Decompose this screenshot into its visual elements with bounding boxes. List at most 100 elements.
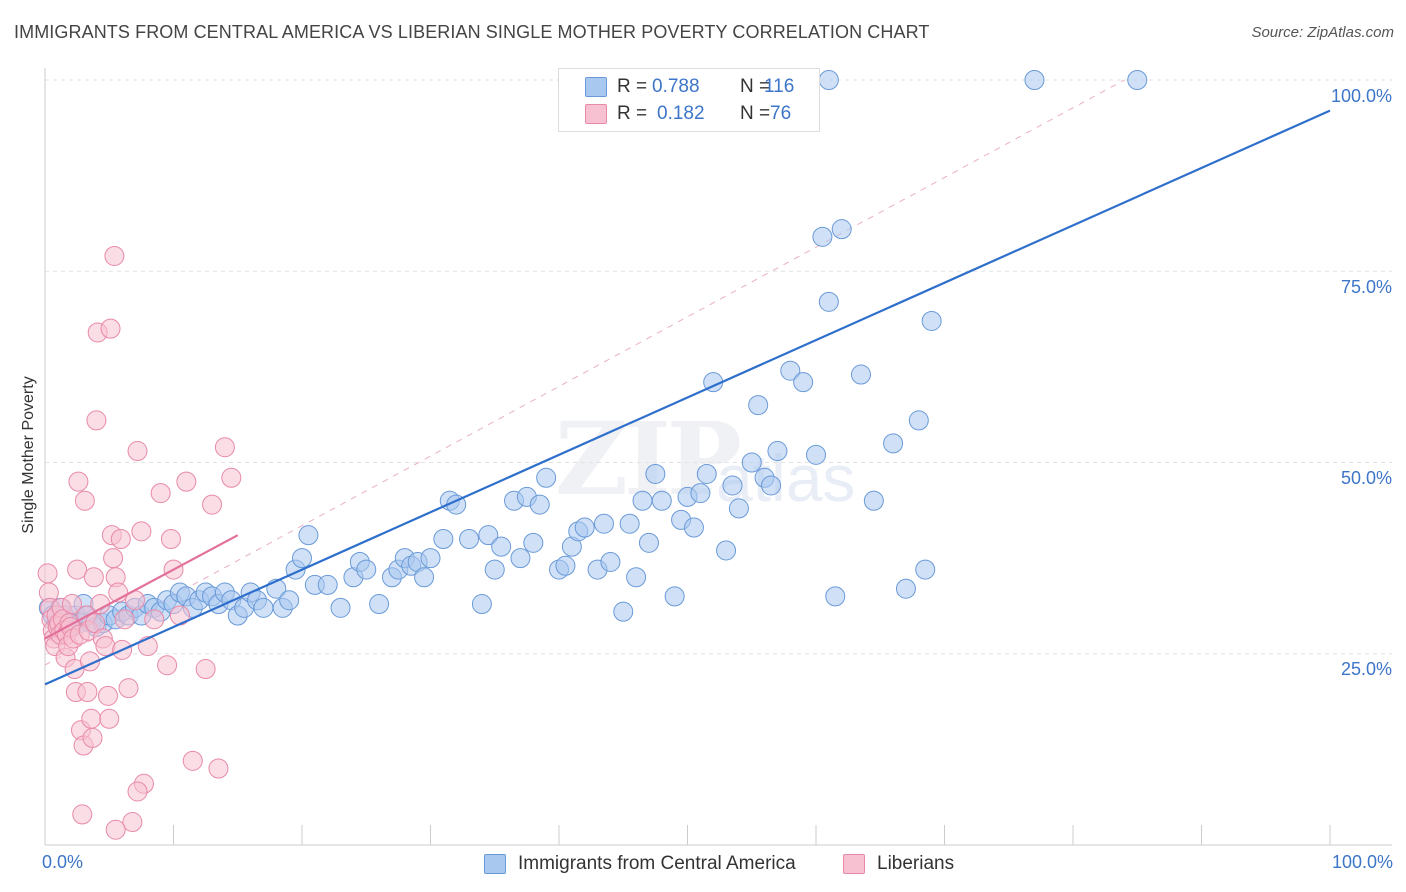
point-immigrants-104	[793, 372, 814, 393]
y-tick-label-75: 75.0%	[1340, 277, 1392, 297]
r-value: 0.182	[657, 103, 705, 124]
point-immigrants-57	[414, 567, 435, 588]
legend-swatch-liberians	[585, 104, 607, 124]
point-liberians-24	[68, 471, 89, 492]
point-immigrants-84	[632, 490, 653, 511]
point-liberians-53	[114, 609, 135, 630]
point-immigrants-118	[1127, 70, 1148, 90]
stats-legend: R = 0.788 N = 116 R = 0.182 N = 76	[558, 68, 820, 132]
point-immigrants-116	[921, 310, 942, 331]
point-immigrants-59	[433, 529, 454, 549]
y-tick-label-25: 25.0%	[1340, 659, 1392, 679]
point-immigrants-50	[356, 559, 377, 580]
point-liberians-35	[82, 727, 103, 748]
legend-swatch-liberians	[843, 854, 865, 874]
point-immigrants-65	[484, 559, 505, 580]
point-liberians-48	[104, 245, 125, 266]
r-label: R =	[617, 103, 648, 124]
point-immigrants-119	[818, 70, 839, 90]
point-immigrants-114	[908, 410, 929, 431]
point-liberians-47	[103, 548, 124, 569]
legend-item-immigrants: Immigrants from Central America	[484, 852, 796, 876]
point-liberians-36	[83, 567, 104, 588]
point-immigrants-98	[741, 452, 762, 473]
point-immigrants-81	[613, 601, 634, 622]
point-immigrants-101	[761, 475, 782, 496]
point-liberians-54	[118, 678, 139, 699]
point-liberians-19	[61, 594, 82, 615]
point-immigrants-62	[459, 529, 480, 549]
x-tick-label-0: 0.0%	[42, 852, 84, 872]
point-liberians-29	[74, 490, 95, 511]
point-liberians-57	[131, 521, 152, 542]
legend-item-liberians: Liberians	[843, 852, 954, 876]
y-tick-label-100: 100.0%	[1330, 86, 1392, 106]
point-liberians-0	[37, 563, 58, 584]
point-liberians-67	[195, 659, 216, 680]
point-immigrants-51	[369, 594, 390, 615]
point-immigrants-102	[767, 441, 788, 462]
point-immigrants-64	[478, 525, 499, 546]
point-immigrants-66	[491, 536, 512, 557]
x-tick-label-100: 100.0%	[1331, 852, 1393, 872]
legend-swatch-immigrants	[585, 77, 607, 97]
point-immigrants-111	[863, 490, 884, 511]
y-tick-label-50: 50.0%	[1340, 468, 1392, 488]
point-liberians-42	[95, 636, 116, 657]
point-liberians-71	[182, 750, 203, 771]
point-immigrants-92	[690, 483, 711, 504]
point-immigrants-107	[818, 291, 839, 312]
source-credit: Source: ZipAtlas.com	[1251, 24, 1394, 41]
point-immigrants-82	[619, 513, 640, 534]
n-label: N =	[740, 103, 771, 124]
point-liberians-70	[221, 467, 242, 488]
r-label: R =	[617, 76, 648, 97]
point-liberians-68	[202, 494, 223, 515]
point-liberians-51	[110, 529, 131, 549]
point-liberians-61	[150, 483, 171, 504]
point-immigrants-43	[292, 548, 312, 569]
trend-line-liberians	[44, 534, 239, 640]
point-immigrants-93	[696, 463, 717, 484]
point-immigrants-95	[716, 540, 737, 561]
n-value: 116	[764, 76, 795, 97]
point-liberians-56	[127, 441, 148, 462]
point-liberians-34	[81, 708, 102, 729]
point-liberians-60	[144, 609, 165, 630]
point-immigrants-88	[664, 586, 685, 607]
point-immigrants-105	[806, 444, 826, 465]
reference-dashed-line	[44, 79, 1125, 666]
point-immigrants-99	[748, 395, 769, 416]
point-immigrants-44	[298, 525, 319, 546]
point-immigrants-86	[645, 463, 666, 484]
point-immigrants-85	[638, 532, 659, 553]
point-immigrants-97	[728, 498, 749, 519]
point-immigrants-91	[683, 517, 704, 538]
point-immigrants-83	[626, 567, 647, 588]
point-immigrants-79	[593, 513, 614, 534]
point-immigrants-47	[330, 597, 351, 618]
point-immigrants-103	[780, 360, 801, 381]
trend-line-immigrants	[44, 109, 1331, 686]
point-immigrants-68	[510, 548, 531, 569]
point-immigrants-41	[279, 590, 300, 611]
n-value: 76	[770, 103, 792, 124]
point-immigrants-63	[471, 594, 492, 615]
n-label: N =	[740, 76, 771, 97]
stats-legend-row-liberians: R = 0.182 N = 76	[585, 101, 805, 127]
point-immigrants-38	[253, 597, 274, 618]
legend-label-liberians: Liberians	[877, 853, 955, 874]
point-immigrants-113	[895, 578, 916, 599]
point-liberians-45	[100, 318, 121, 339]
point-immigrants-110	[850, 364, 871, 385]
point-liberians-31	[77, 682, 98, 702]
stats-legend-row-immigrants: R = 0.788 N = 116	[585, 74, 805, 100]
point-liberians-63	[160, 529, 181, 549]
legend-swatch-immigrants	[484, 854, 506, 874]
point-liberians-66	[176, 471, 197, 492]
point-immigrants-117	[1024, 70, 1045, 90]
point-liberians-44	[99, 708, 120, 729]
point-immigrants-58	[420, 548, 441, 569]
point-liberians-38	[86, 410, 107, 431]
